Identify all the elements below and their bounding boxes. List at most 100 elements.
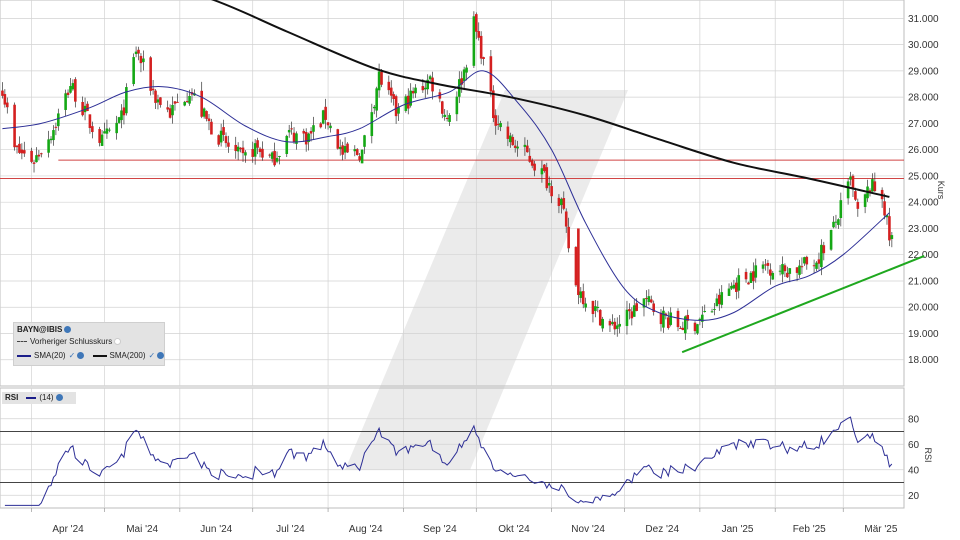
candle-body — [13, 104, 16, 148]
candle-body — [312, 125, 315, 132]
candle-body — [744, 271, 748, 280]
rsi-line-icon — [26, 396, 37, 399]
settings-icon[interactable] — [157, 352, 165, 360]
candle-body — [854, 191, 857, 200]
settings-icon[interactable] — [55, 394, 63, 402]
candle-body — [783, 265, 787, 272]
candle-body — [778, 270, 782, 272]
candle-body — [679, 327, 682, 329]
candle-body — [543, 164, 546, 171]
candle-body — [171, 104, 174, 116]
candle-body — [185, 101, 189, 103]
price-tick-label: 31.000 — [908, 14, 939, 25]
candle-body — [669, 312, 673, 325]
candle-body — [749, 272, 753, 283]
candle-body — [752, 271, 755, 282]
candle-body — [771, 272, 775, 280]
check-icon[interactable]: ✓ — [68, 351, 76, 360]
price-tick-label: 23.000 — [908, 224, 939, 235]
candle-body — [309, 131, 313, 134]
check-icon[interactable]: ✓ — [148, 351, 156, 360]
price-tick-label: 29.000 — [908, 66, 939, 77]
candle-body — [666, 317, 670, 328]
candle-body — [409, 90, 412, 106]
candle-body — [35, 155, 38, 163]
candle-body — [662, 310, 665, 328]
candle-body — [52, 130, 55, 141]
candle-body — [321, 110, 325, 124]
price-panel-frame — [0, 0, 905, 387]
candle-body — [86, 103, 89, 111]
candle-body — [270, 152, 274, 159]
candle-body — [370, 112, 374, 137]
candle-body — [873, 181, 877, 192]
candle-body — [659, 312, 663, 325]
candle-body — [846, 181, 850, 199]
candle-body — [173, 101, 177, 104]
candle-body — [224, 136, 228, 144]
candle-body — [32, 162, 36, 164]
candle-body — [652, 303, 655, 312]
candle-body — [477, 31, 481, 38]
candle-body — [3, 94, 7, 105]
candle-body — [426, 79, 429, 90]
candle-body — [336, 129, 340, 149]
candle-body — [253, 143, 257, 157]
candle-body — [222, 127, 225, 135]
candle-body — [735, 282, 738, 292]
candle-body — [443, 114, 447, 118]
candle-body — [159, 97, 162, 105]
candle-body — [239, 147, 242, 150]
candle-body — [871, 179, 874, 192]
candle-body — [261, 148, 264, 158]
candle-body — [812, 265, 816, 267]
candle-body — [730, 285, 733, 289]
candle-body — [577, 228, 580, 296]
x-tick-label: Mai '24 — [126, 524, 158, 535]
candle-body — [562, 198, 566, 209]
sma20-line — [2, 70, 890, 321]
candle-body — [455, 96, 459, 115]
candle-body — [108, 129, 111, 131]
rsi-axis-label: RSI — [923, 447, 933, 462]
candle-body — [319, 123, 323, 128]
candle-body — [591, 300, 595, 315]
x-tick-label: Nov '24 — [571, 524, 605, 535]
settings-icon[interactable] — [64, 326, 72, 334]
candle-body — [47, 139, 50, 153]
candle-body — [710, 311, 714, 313]
price-axis-label: Kurs — [936, 181, 946, 200]
candle-body — [304, 132, 308, 145]
candle-body — [803, 257, 806, 264]
settings-icon[interactable] — [77, 352, 85, 360]
candle-body — [258, 148, 262, 153]
candle-body — [188, 96, 191, 104]
candle-body — [183, 101, 186, 106]
candle-body — [496, 123, 500, 125]
candle-body — [890, 235, 894, 240]
candle-body — [341, 145, 344, 155]
candle-body — [176, 101, 179, 103]
candle-body — [295, 133, 298, 144]
candle-body — [788, 268, 792, 274]
price-tick-label: 24.000 — [908, 198, 939, 209]
candle-body — [166, 107, 169, 110]
candle-body — [372, 106, 376, 109]
candle-body — [20, 149, 24, 154]
candle-body — [66, 92, 70, 95]
candle-body — [822, 245, 826, 254]
candle-body — [207, 118, 211, 122]
candle-body — [275, 157, 279, 162]
candle-body — [642, 298, 646, 308]
candle-body — [40, 153, 43, 155]
candle-body — [849, 176, 852, 180]
candle-body — [329, 125, 332, 129]
candle-body — [720, 292, 724, 305]
toggle-icon[interactable] — [114, 338, 122, 346]
candle-body — [149, 57, 152, 91]
candle-body — [883, 201, 886, 216]
candle-body — [851, 175, 855, 189]
candle-body — [766, 262, 770, 266]
candle-body — [394, 96, 398, 117]
candle-body — [227, 142, 230, 147]
